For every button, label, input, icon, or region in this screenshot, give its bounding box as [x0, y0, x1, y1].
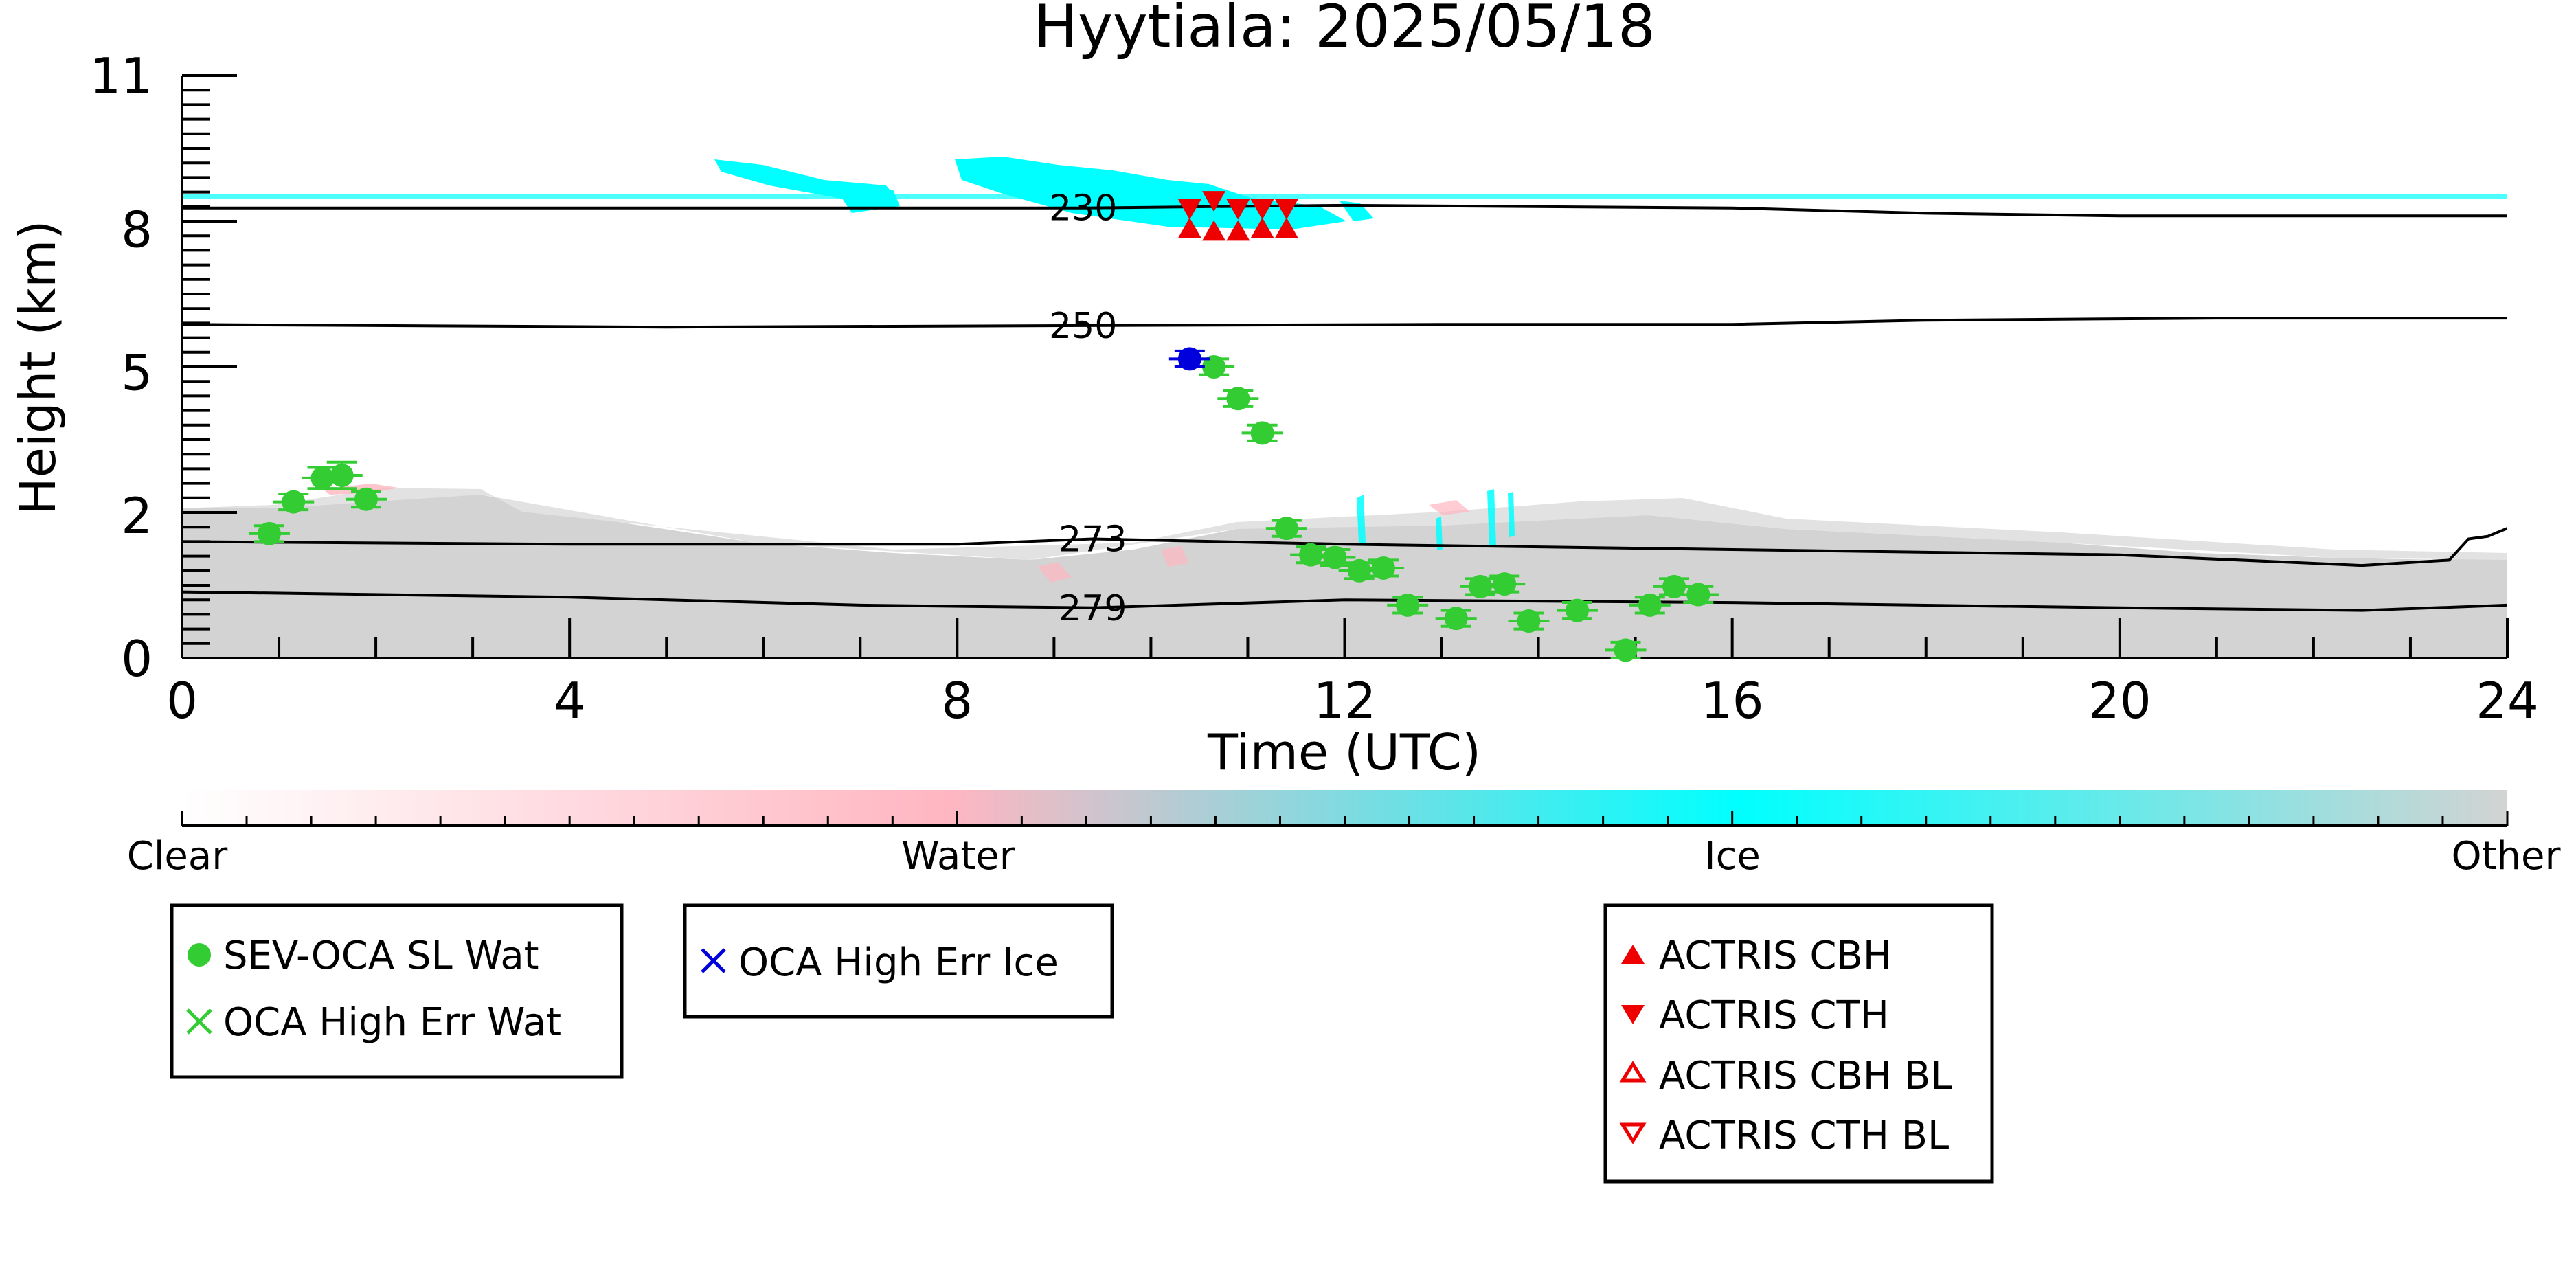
point-sev-oca-sl-wat	[1226, 387, 1250, 411]
x-tick-label: 0	[166, 672, 198, 730]
legend-box-ice	[683, 903, 1114, 1019]
legend-label-oca-ice: OCA High Err Ice	[738, 940, 1059, 985]
legend-label-cth: ACTRIS CTH	[1659, 993, 1889, 1038]
point-sev-oca-sl-wat	[1299, 543, 1323, 567]
legend-label-oca-wat: OCA High Err Wat	[223, 1000, 561, 1045]
point-oca-high-err-ice	[1177, 347, 1201, 371]
point-sev-oca-sl-wat	[1396, 593, 1420, 617]
legend-marker-cbh-bl	[1619, 1061, 1647, 1083]
point-sev-oca-sl-wat	[1686, 583, 1710, 607]
point-sev-oca-sl-wat	[1662, 574, 1686, 598]
colorbar-ticks	[181, 811, 2509, 826]
other-echo-region	[182, 493, 2507, 658]
x-axis-label: Time (UTC)	[1207, 723, 1481, 781]
y-tick-label: 2	[121, 487, 152, 545]
point-sev-oca-sl-wat	[1614, 638, 1638, 662]
point-sev-oca-sl-wat	[1347, 558, 1371, 583]
legend-water: SEV-OCA SL Wat OCA High Err Wat	[170, 903, 624, 1079]
data-points	[248, 191, 1719, 662]
y-tick-label: 5	[121, 344, 152, 402]
point-sev-oca-sl-wat	[1323, 545, 1347, 569]
y-tick-label: 11	[89, 47, 152, 105]
y-tick-label: 0	[121, 630, 152, 688]
legend-label-cbh: ACTRIS CBH	[1659, 934, 1892, 978]
legend-box-actris	[1603, 903, 1994, 1184]
x-ticks: 0 4 8 12 16 20 24	[166, 618, 2539, 730]
point-sev-oca-sl-wat	[1468, 574, 1492, 598]
contour-labels: 230 250 273 279	[1049, 188, 1127, 629]
point-actris-cth	[1177, 199, 1201, 220]
legend-actris: ACTRIS CBH ACTRIS CTH ACTRIS CBH BL ACTR…	[1603, 903, 1994, 1184]
legend-marker-cbh	[1621, 945, 1645, 964]
point-actris-cth	[1226, 199, 1250, 220]
legend-marker-oca-ice	[701, 948, 726, 973]
point-actris-cth	[1202, 191, 1226, 212]
point-actris-cth	[1250, 199, 1274, 220]
ice-cloud-upper	[714, 157, 1374, 229]
y-tick-label: 8	[121, 201, 152, 259]
x-tick-label: 24	[2476, 672, 2539, 730]
contour-label-279: 279	[1059, 588, 1127, 629]
contour-273	[182, 527, 2507, 567]
point-actris-cbh	[1202, 220, 1226, 241]
point-sev-oca-sl-wat	[330, 464, 354, 488]
legend-label-cbh-bl: ACTRIS CBH BL	[1659, 1054, 1952, 1098]
colorbar: Clear Water Ice Other	[127, 790, 2561, 879]
x-tick-label: 8	[941, 672, 973, 730]
contour-label-250: 250	[1049, 306, 1117, 347]
point-sev-oca-sl-wat	[1638, 593, 1662, 617]
point-sev-oca-sl-wat	[1493, 572, 1517, 596]
colorbar-label-other: Other	[2451, 834, 2561, 879]
point-sev-oca-sl-wat	[1566, 598, 1589, 622]
point-sev-oca-sl-wat	[1202, 355, 1226, 379]
point-sev-oca-sl-wat	[1371, 556, 1395, 580]
legend-ice: OCA High Err Ice	[683, 903, 1114, 1019]
point-sev-oca-sl-wat	[1250, 421, 1274, 445]
contour-label-230: 230	[1049, 188, 1117, 229]
point-sev-oca-sl-wat	[1444, 607, 1468, 631]
contour-230	[182, 203, 2507, 218]
point-actris-cbh	[1250, 217, 1274, 238]
legend-label-sev-oca: SEV-OCA SL Wat	[223, 934, 539, 978]
point-sev-oca-sl-wat	[354, 487, 378, 511]
ice-band-upper	[182, 194, 2507, 199]
point-sev-oca-sl-wat	[282, 490, 306, 514]
y-axis-label: Height (km)	[9, 221, 67, 515]
point-actris-cbh	[1177, 217, 1201, 238]
legend-marker-cth	[1621, 1005, 1645, 1024]
y-ticks: 0 2 5 8 11	[89, 47, 237, 688]
point-sev-oca-sl-wat	[257, 521, 281, 545]
colorbar-label-water: Water	[901, 834, 1016, 879]
colorbar-label-clear: Clear	[127, 834, 228, 879]
legend-marker-cth-bl	[1619, 1122, 1647, 1144]
legend-box-water	[170, 903, 624, 1079]
point-sev-oca-sl-wat	[1274, 517, 1298, 541]
classification-field	[182, 157, 2507, 658]
contour-250	[182, 317, 2507, 329]
temperature-contours	[182, 203, 2507, 612]
x-tick-label: 16	[1701, 672, 1764, 730]
legend-marker-sev-oca	[188, 943, 211, 967]
contour-279	[182, 590, 2507, 612]
legend-marker-oca-wat	[186, 1008, 212, 1035]
point-actris-cth	[1274, 199, 1298, 220]
point-sev-oca-sl-wat	[310, 466, 335, 490]
contour-label-273: 273	[1059, 519, 1127, 561]
point-actris-cbh	[1274, 217, 1298, 238]
other-echo-fringe	[182, 488, 2507, 560]
chart-title: Hyytiala: 2025/05/18	[1033, 0, 1655, 61]
point-actris-cbh	[1226, 220, 1250, 241]
colorbar-label-ice: Ice	[1704, 834, 1761, 879]
x-tick-label: 4	[554, 672, 585, 730]
x-tick-label: 12	[1313, 672, 1377, 730]
legend-label-cth-bl: ACTRIS CTH BL	[1659, 1114, 1949, 1158]
x-tick-label: 20	[2088, 672, 2151, 730]
point-sev-oca-sl-wat	[1517, 609, 1541, 633]
